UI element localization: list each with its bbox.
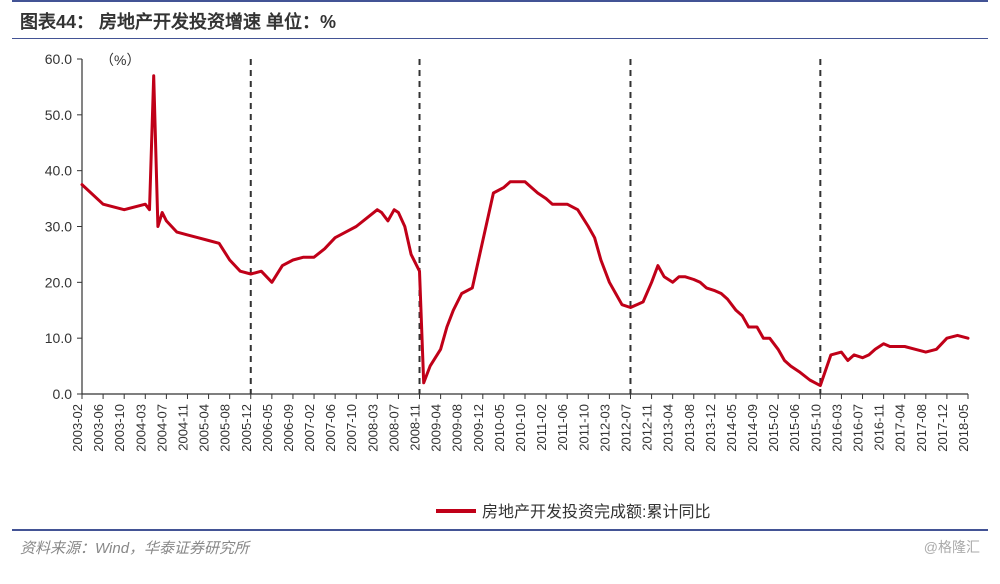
svg-text:2017-08: 2017-08 — [914, 404, 929, 452]
chart-area: 0.0 10.0 20.0 30.0 40.0 50.0 60.0 （%） 2003-02 200… — [12, 39, 988, 529]
svg-text:2017-12: 2017-12 — [935, 404, 950, 452]
svg-text:50.0: 50.0 — [45, 107, 72, 123]
svg-text:2015-02: 2015-02 — [766, 404, 781, 452]
svg-text:2013-12: 2013-12 — [703, 404, 718, 452]
svg-text:2008-07: 2008-07 — [386, 404, 401, 452]
svg-text:2008-03: 2008-03 — [365, 404, 380, 452]
watermark: @格隆汇 — [924, 537, 980, 558]
svg-text:2009-04: 2009-04 — [429, 404, 444, 452]
svg-text:2009-12: 2009-12 — [471, 404, 486, 452]
svg-text:2007-02: 2007-02 — [302, 404, 317, 452]
svg-text:2015-06: 2015-06 — [787, 404, 802, 452]
svg-text:0.0: 0.0 — [53, 386, 73, 402]
svg-text:2017-04: 2017-04 — [893, 404, 908, 452]
svg-text:2011-02: 2011-02 — [534, 404, 549, 451]
svg-text:2004-07: 2004-07 — [154, 404, 169, 452]
svg-text:2008-11: 2008-11 — [408, 404, 423, 451]
svg-text:60.0: 60.0 — [45, 51, 72, 67]
source-text: 资料来源：Wind，华泰证券研究所 — [20, 537, 249, 558]
figure-container: 图表44： 房地产开发投资增速 单位：% 0.0 10.0 20.0 30.0 40.0… — [0, 0, 1000, 584]
chart-footer: 资料来源：Wind，华泰证券研究所 @格隆汇 — [12, 529, 988, 562]
svg-text:2007-10: 2007-10 — [344, 404, 359, 452]
svg-text:2010-10: 2010-10 — [513, 404, 528, 452]
svg-text:2012-07: 2012-07 — [618, 404, 633, 452]
svg-text:2014-05: 2014-05 — [724, 404, 739, 452]
svg-text:2013-08: 2013-08 — [682, 404, 697, 452]
svg-text:2006-09: 2006-09 — [281, 404, 296, 452]
svg-text:2016-11: 2016-11 — [872, 404, 887, 451]
svg-text:2018-05: 2018-05 — [956, 404, 971, 452]
svg-text:2016-03: 2016-03 — [829, 404, 844, 452]
svg-text:2005-04: 2005-04 — [197, 404, 212, 452]
line-chart: 0.0 10.0 20.0 30.0 40.0 50.0 60.0 （%） 2003-02 200… — [12, 39, 988, 529]
svg-text:10.0: 10.0 — [45, 330, 72, 346]
svg-text:2004-03: 2004-03 — [133, 404, 148, 452]
svg-text:2005-08: 2005-08 — [218, 404, 233, 452]
svg-text:2004-11: 2004-11 — [175, 404, 190, 451]
svg-text:40.0: 40.0 — [45, 163, 72, 179]
svg-text:2005-12: 2005-12 — [239, 404, 254, 452]
svg-text:2006-05: 2006-05 — [260, 404, 275, 452]
svg-text:2009-08: 2009-08 — [450, 404, 465, 452]
svg-text:30.0: 30.0 — [45, 219, 72, 235]
svg-text:2003-02: 2003-02 — [70, 404, 85, 452]
svg-text:2003-06: 2003-06 — [91, 404, 106, 452]
svg-text:2012-03: 2012-03 — [597, 404, 612, 452]
svg-text:2015-10: 2015-10 — [808, 404, 823, 452]
svg-text:2010-05: 2010-05 — [492, 404, 507, 452]
svg-text:2016-07: 2016-07 — [851, 404, 866, 452]
svg-text:2003-10: 2003-10 — [112, 404, 127, 452]
svg-text:2012-11: 2012-11 — [640, 404, 655, 451]
svg-text:（%）: （%） — [100, 52, 140, 68]
svg-text:2013-04: 2013-04 — [661, 404, 676, 452]
svg-text:房地产开发投资完成额:累计同比: 房地产开发投资完成额:累计同比 — [482, 503, 710, 521]
svg-text:2011-10: 2011-10 — [576, 404, 591, 451]
svg-text:2014-09: 2014-09 — [745, 404, 760, 452]
chart-title: 图表44： 房地产开发投资增速 单位：% — [12, 0, 988, 39]
svg-text:2011-06: 2011-06 — [555, 404, 570, 451]
svg-text:2007-06: 2007-06 — [323, 404, 338, 452]
svg-text:20.0: 20.0 — [45, 274, 72, 290]
